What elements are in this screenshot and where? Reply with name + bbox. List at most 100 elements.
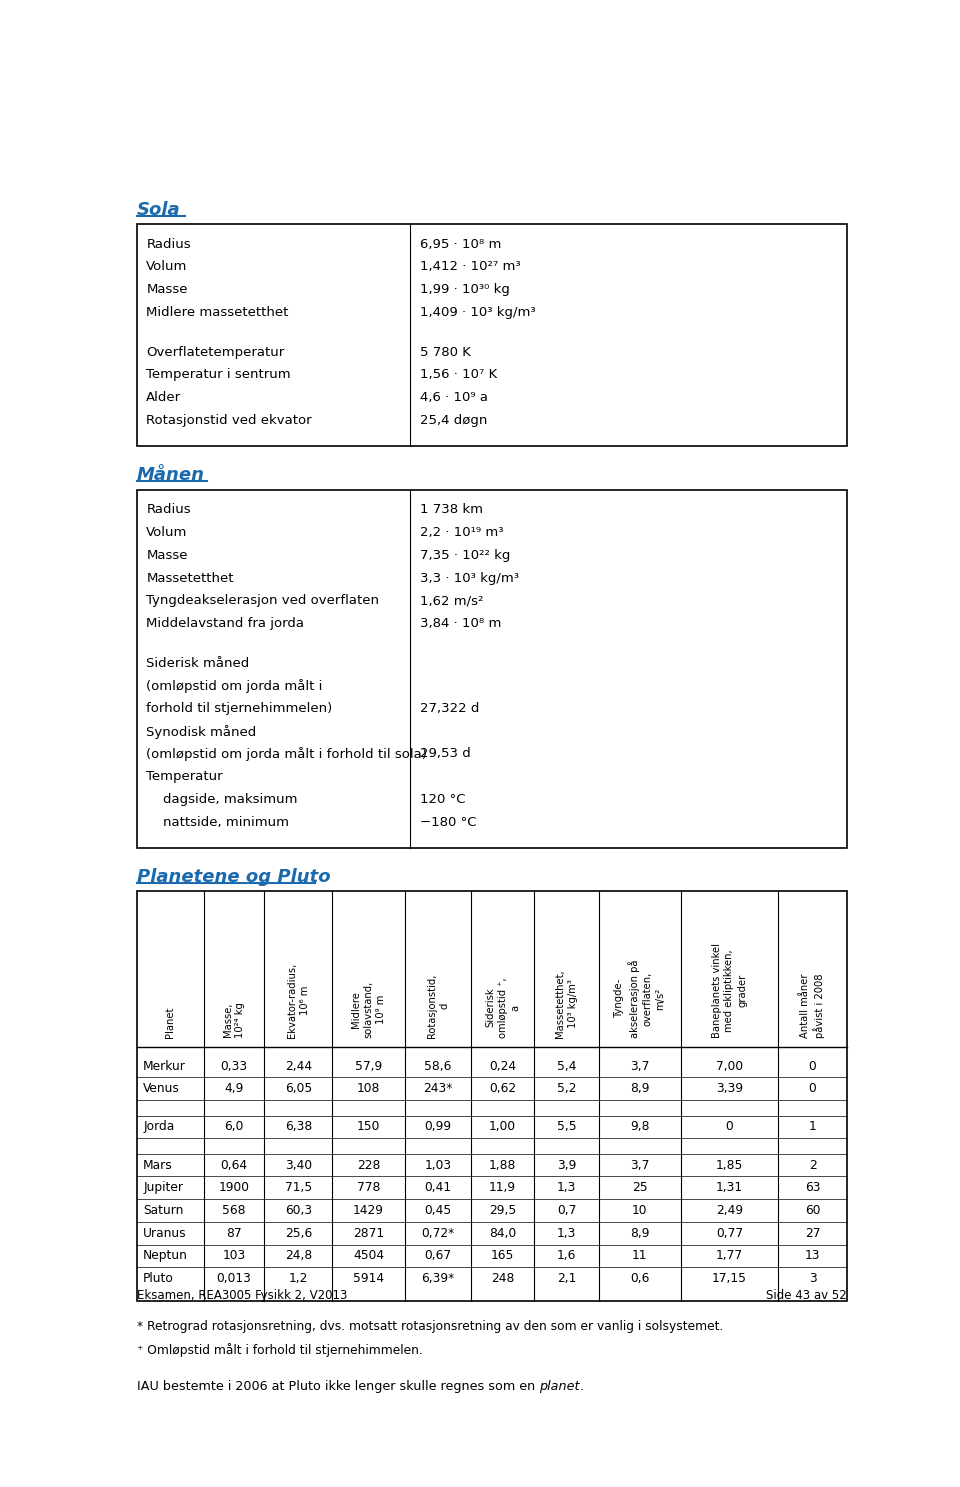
Text: Jupiter: Jupiter (143, 1181, 183, 1194)
Text: 0,6: 0,6 (630, 1271, 650, 1285)
Text: 0,77: 0,77 (716, 1227, 743, 1240)
Text: 1,77: 1,77 (716, 1249, 743, 1262)
Text: 2: 2 (808, 1158, 816, 1172)
Text: 27: 27 (804, 1227, 820, 1240)
Text: 1,99 · 10³⁰ kg: 1,99 · 10³⁰ kg (420, 283, 511, 296)
Text: 5,4: 5,4 (557, 1060, 576, 1072)
Text: 84,0: 84,0 (489, 1227, 516, 1240)
Text: Antall måner
påvist i 2008: Antall måner påvist i 2008 (800, 974, 826, 1038)
Text: 150: 150 (357, 1120, 380, 1133)
Text: Mars: Mars (143, 1158, 173, 1172)
Text: 2,2 · 10¹⁹ m³: 2,2 · 10¹⁹ m³ (420, 526, 504, 540)
Text: 57,9: 57,9 (355, 1060, 382, 1072)
Text: 1 738 km: 1 738 km (420, 504, 484, 516)
Text: Tyngdeakselerasjon ved overflaten: Tyngdeakselerasjon ved overflaten (146, 595, 379, 607)
Text: 5914: 5914 (353, 1271, 384, 1285)
Text: −180 °C: −180 °C (420, 815, 477, 828)
Text: 2,49: 2,49 (716, 1204, 743, 1216)
Text: Temperatur i sentrum: Temperatur i sentrum (146, 369, 291, 381)
Text: 25,4 døgn: 25,4 døgn (420, 413, 488, 427)
Text: 0,24: 0,24 (490, 1060, 516, 1072)
Text: 1,2: 1,2 (289, 1271, 308, 1285)
Text: Radius: Radius (146, 504, 191, 516)
Text: Massetetthet,
10³ kg/m³: Massetetthet, 10³ kg/m³ (555, 970, 578, 1038)
Text: 0,67: 0,67 (424, 1249, 451, 1262)
Text: 1,3: 1,3 (557, 1181, 576, 1194)
Text: .: . (580, 1380, 584, 1393)
Text: 120 °C: 120 °C (420, 793, 466, 806)
Bar (137, 489, 847, 848)
Text: 3,3 · 10³ kg/m³: 3,3 · 10³ kg/m³ (420, 571, 519, 584)
Text: 7,35 · 10²² kg: 7,35 · 10²² kg (420, 549, 511, 562)
Text: Uranus: Uranus (143, 1227, 187, 1240)
Text: 1,00: 1,00 (490, 1120, 516, 1133)
Text: 0,72*: 0,72* (421, 1227, 455, 1240)
Text: 5 780 K: 5 780 K (420, 345, 471, 358)
Text: Ekvator-radius,
10⁶ m: Ekvator-radius, 10⁶ m (287, 962, 310, 1038)
Text: 778: 778 (357, 1181, 380, 1194)
Text: 0,45: 0,45 (424, 1204, 451, 1216)
Text: dagside, maksimum: dagside, maksimum (146, 793, 298, 806)
Text: 1,56 · 10⁷ K: 1,56 · 10⁷ K (420, 369, 497, 381)
Text: Masse,
10²⁴ kg: Masse, 10²⁴ kg (223, 1002, 246, 1038)
Text: 248: 248 (491, 1271, 515, 1285)
Text: 228: 228 (357, 1158, 380, 1172)
Text: 71,5: 71,5 (284, 1181, 312, 1194)
Text: 11: 11 (632, 1249, 648, 1262)
Text: 1,03: 1,03 (424, 1158, 451, 1172)
Text: Radius: Radius (146, 238, 191, 251)
Text: Masse: Masse (146, 549, 188, 562)
Text: Rotasjonstid ved ekvator: Rotasjonstid ved ekvator (146, 413, 312, 427)
Text: 63: 63 (804, 1181, 820, 1194)
Text: Eksamen, REA3005 Fysikk 2, V2013: Eksamen, REA3005 Fysikk 2, V2013 (137, 1289, 348, 1303)
Text: Månen: Månen (137, 467, 205, 485)
Text: 0,7: 0,7 (557, 1204, 576, 1216)
Text: Neptun: Neptun (143, 1249, 188, 1262)
Text: 1,412 · 10²⁷ m³: 1,412 · 10²⁷ m³ (420, 260, 521, 274)
Text: Midlere
solavstand,
10⁹ m: Midlere solavstand, 10⁹ m (350, 980, 386, 1038)
Text: 1,409 · 10³ kg/m³: 1,409 · 10³ kg/m³ (420, 306, 536, 318)
Text: 165: 165 (491, 1249, 515, 1262)
Text: 6,95 · 10⁸ m: 6,95 · 10⁸ m (420, 238, 502, 251)
Text: 3,40: 3,40 (285, 1158, 312, 1172)
Text: Middelavstand fra jorda: Middelavstand fra jorda (146, 617, 304, 630)
Text: Venus: Venus (143, 1083, 180, 1096)
Text: Siderisk måned: Siderisk måned (146, 657, 250, 669)
Text: 10: 10 (632, 1204, 648, 1216)
Text: 568: 568 (222, 1204, 246, 1216)
Text: Temperatur: Temperatur (146, 770, 223, 784)
Text: Saturn: Saturn (143, 1204, 183, 1216)
Text: 25: 25 (632, 1181, 648, 1194)
Text: 6,05: 6,05 (284, 1083, 312, 1096)
Text: 0,62: 0,62 (490, 1083, 516, 1096)
Text: Midlere massetetthet: Midlere massetetthet (146, 306, 289, 318)
Text: 27,322 d: 27,322 d (420, 702, 480, 715)
Text: ⁺ Omløpstid målt i forhold til stjernehimmelen.: ⁺ Omløpstid målt i forhold til stjernehi… (137, 1343, 422, 1358)
Text: 0: 0 (808, 1083, 816, 1096)
Text: 1,85: 1,85 (716, 1158, 743, 1172)
Text: 2871: 2871 (353, 1227, 384, 1240)
Text: Baneplanets vinkel
med ekliptikken,
grader: Baneplanets vinkel med ekliptikken, grad… (711, 943, 747, 1038)
Text: 0,99: 0,99 (424, 1120, 451, 1133)
Bar (137, 225, 847, 446)
Text: Siderisk
omløpstid ⁺,
a: Siderisk omløpstid ⁺, a (485, 977, 520, 1038)
Text: Volum: Volum (146, 526, 188, 540)
Text: 2,44: 2,44 (285, 1060, 312, 1072)
Text: Tyngde-
akselerasjon på
overflaten,
m/s²: Tyngde- akselerasjon på overflaten, m/s² (614, 959, 665, 1038)
Text: Planet: Planet (165, 1007, 176, 1038)
Text: planet: planet (540, 1380, 580, 1393)
Text: 24,8: 24,8 (284, 1249, 312, 1262)
Text: 4,9: 4,9 (225, 1083, 244, 1096)
Text: 243*: 243* (423, 1083, 453, 1096)
Text: * Retrograd rotasjonsretning, dvs. motsatt rotasjonsretning av den som er vanlig: * Retrograd rotasjonsretning, dvs. motsa… (137, 1320, 724, 1332)
Text: 6,38: 6,38 (284, 1120, 312, 1133)
Text: Merkur: Merkur (143, 1060, 186, 1072)
Text: 1,31: 1,31 (716, 1181, 743, 1194)
Text: (omløpstid om jorda målt i: (omløpstid om jorda målt i (146, 680, 323, 693)
Text: 8,9: 8,9 (630, 1227, 650, 1240)
Text: 1,6: 1,6 (557, 1249, 576, 1262)
Text: 8,9: 8,9 (630, 1083, 650, 1096)
Text: Massetetthet: Massetetthet (146, 571, 234, 584)
Text: 0,33: 0,33 (221, 1060, 248, 1072)
Text: 9,8: 9,8 (630, 1120, 650, 1133)
